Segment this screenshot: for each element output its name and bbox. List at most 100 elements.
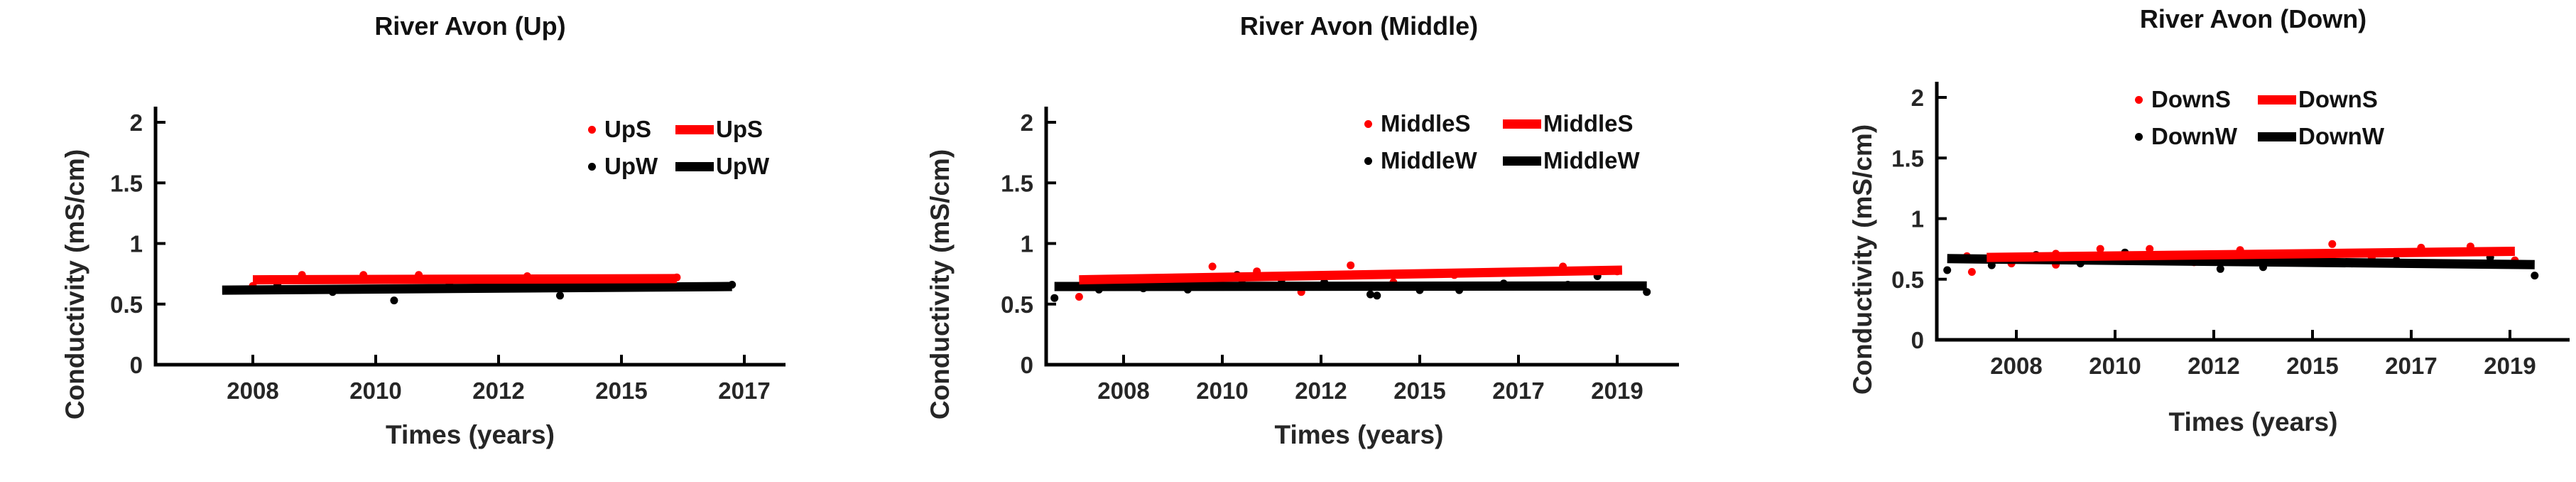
chart-panel-river-avon-down: 0 0.5 1 1.5 2 2008 2010 2012 2015 2017 2019 River … <box>1717 0 2576 482</box>
legend-label: MiddleW <box>1543 147 1640 173</box>
y-tick-label: 2 <box>130 109 143 136</box>
legend-label: MiddleS <box>1381 110 1471 136</box>
trendline-marker-icon <box>2258 132 2296 141</box>
x-tick-label: 2008 <box>227 377 278 404</box>
legend-row: MiddleS MiddleS <box>1364 111 1640 136</box>
data-point-MiddleW <box>1366 290 1374 299</box>
data-point-MiddleS <box>1347 261 1355 269</box>
legend-label: MiddleW <box>1381 147 1477 173</box>
plot-svg: 0 0.5 1 1.5 2 2008 2010 2012 2015 2017 2019 <box>1891 82 2570 379</box>
chart-title: River Avon (Down) <box>2139 4 2367 33</box>
x-axis-label: Times (years) <box>386 420 555 449</box>
y-tick-label: 0 <box>130 352 143 378</box>
y-tick-label: 0.5 <box>110 291 143 318</box>
chart-panel-river-avon-up: 0 0.5 1 1.5 2 2008 2010 2012 2015 2017 River Avon… <box>0 0 859 482</box>
trendline-UpW <box>222 282 732 295</box>
legend-label: UpS <box>604 116 651 142</box>
legend-label: UpW <box>716 153 770 179</box>
x-tick-label: 2017 <box>2385 353 2437 379</box>
legend-row: UpS UpS <box>588 117 769 142</box>
legend: MiddleS MiddleS MiddleW MiddleW <box>1364 111 1640 173</box>
y-tick-label: 1.5 <box>1891 145 1924 171</box>
scatter-marker-icon <box>588 125 596 134</box>
y-axis-label: Conductivity (mS/cm) <box>925 149 955 420</box>
scatter-marker-icon <box>1364 156 1372 165</box>
trendline-marker-icon <box>1503 156 1541 166</box>
data-point-DownS <box>2146 245 2154 253</box>
x-tick-label: 2015 <box>1393 377 1445 404</box>
trendline-MiddleS <box>1079 265 1623 285</box>
x-tick-label: 2017 <box>1492 377 1544 404</box>
x-tick-label: 2010 <box>1196 377 1248 404</box>
x-tick-label: 2012 <box>472 377 524 404</box>
y-tick-label: 1.5 <box>110 170 143 196</box>
legend-row: DownS DownS <box>2135 87 2384 112</box>
data-point-UpW <box>390 296 398 305</box>
y-tick-label: 1.5 <box>1001 170 1033 196</box>
y-tick-label: 1 <box>1021 231 1033 257</box>
scatter-marker-icon <box>2135 95 2143 104</box>
trendline-marker-icon <box>1503 119 1541 129</box>
data-point-MiddleW <box>1373 291 1381 300</box>
scatter-marker-icon <box>1364 119 1372 128</box>
plot-svg: 0 0.5 1 1.5 2 2008 2010 2012 2015 2017 <box>110 107 786 404</box>
y-tick-label: 0 <box>1911 327 1924 353</box>
x-tick-label: 2019 <box>1591 377 1643 404</box>
data-point-MiddleW <box>1050 294 1059 302</box>
data-point-DownS <box>1967 268 1976 276</box>
y-axis-label: Conductivity (mS/cm) <box>1848 124 1877 395</box>
trendline-marker-icon <box>675 124 714 134</box>
legend-row: UpW UpW <box>588 154 769 179</box>
trendline-DownS <box>1987 247 2515 262</box>
x-tick-label: 2015 <box>595 377 647 404</box>
legend-row: DownW DownW <box>2135 124 2384 149</box>
data-point-UpW <box>556 291 564 300</box>
y-tick-label: 0 <box>1021 352 1033 378</box>
legend-label: DownW <box>2151 123 2237 149</box>
legend: UpS UpS UpW UpW <box>588 117 769 179</box>
scatter-marker-icon <box>588 162 596 171</box>
legend-label: UpW <box>604 153 658 179</box>
x-tick-label: 2017 <box>718 377 770 404</box>
x-tick-label: 2019 <box>2484 353 2536 379</box>
chart-title: River Avon (Up) <box>374 11 566 41</box>
x-tick-label: 2008 <box>1990 353 2042 379</box>
x-tick-label: 2010 <box>2089 353 2141 379</box>
x-axis-label: Times (years) <box>2168 407 2338 437</box>
legend-row: MiddleW MiddleW <box>1364 148 1640 173</box>
data-point-MiddleS <box>1075 293 1083 301</box>
legend-label: DownS <box>2298 86 2378 112</box>
y-tick-label: 0.5 <box>1891 267 1924 293</box>
legend-label: MiddleS <box>1543 110 1634 136</box>
chart-panel-river-avon-middle: 0 0.5 1 1.5 2 2008 2010 2012 2015 2017 2019 River … <box>859 0 1717 482</box>
data-point-DownW <box>2531 272 2539 280</box>
legend: DownS DownS DownW DownW <box>2135 87 2384 149</box>
x-tick-label: 2012 <box>2188 353 2239 379</box>
trendline-marker-icon <box>675 161 714 171</box>
y-tick-label: 0.5 <box>1001 291 1033 318</box>
y-tick-label: 2 <box>1911 85 1924 111</box>
y-axis-label: Conductivity (mS/cm) <box>60 149 89 420</box>
y-tick-label: 1 <box>1911 206 1924 232</box>
scatter-marker-icon <box>2135 132 2143 141</box>
data-point-DownW <box>1943 266 1952 274</box>
data-point-MiddleS <box>1208 262 1217 271</box>
y-tick-label: 1 <box>130 231 143 257</box>
data-point-DownS <box>2328 240 2337 248</box>
legend-label: UpS <box>716 116 763 142</box>
x-axis-label: Times (years) <box>1274 420 1444 449</box>
x-tick-label: 2015 <box>2286 353 2338 379</box>
y-tick-label: 2 <box>1021 109 1033 136</box>
chart-title: River Avon (Middle) <box>1239 11 1479 41</box>
trendline-marker-icon <box>2258 95 2296 105</box>
legend-label: DownW <box>2298 123 2384 149</box>
data-point-DownW <box>2216 264 2224 273</box>
trendline-UpS <box>252 274 677 285</box>
x-tick-label: 2010 <box>349 377 401 404</box>
data-point-DownS <box>2096 245 2104 253</box>
legend-label: DownS <box>2151 86 2231 112</box>
x-tick-label: 2008 <box>1097 377 1149 404</box>
plot-svg: 0 0.5 1 1.5 2 2008 2010 2012 2015 2017 2019 <box>1001 107 1679 404</box>
x-tick-label: 2012 <box>1295 377 1347 404</box>
